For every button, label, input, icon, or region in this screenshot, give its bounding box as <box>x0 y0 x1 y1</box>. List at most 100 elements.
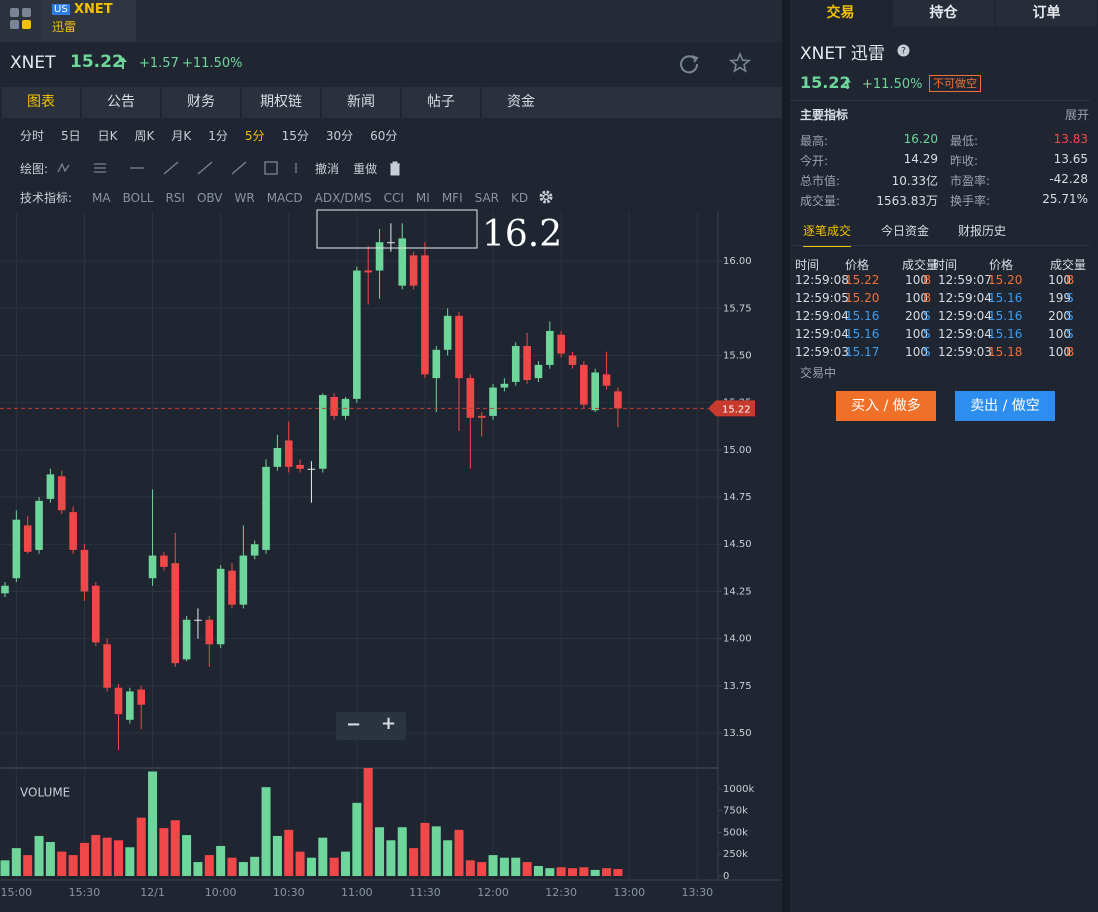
candle-body <box>466 378 475 418</box>
divider <box>790 100 1090 101</box>
indicator[interactable]: CCI <box>383 190 404 205</box>
redo[interactable]: 重做 <box>353 161 378 176</box>
trade-time: 12:59:07 <box>938 273 992 287</box>
svg-text:?: ? <box>901 47 906 57</box>
tab[interactable]: 财务 <box>162 87 240 118</box>
period[interactable]: 月K <box>171 129 192 143</box>
drawing-tools[interactable] <box>54 159 299 177</box>
zoom-in[interactable]: + <box>381 713 397 734</box>
candle-body <box>284 440 293 467</box>
x-tick-label: 10:00 <box>205 886 237 899</box>
candle-body <box>500 383 509 388</box>
candle-body <box>364 270 372 273</box>
sub-tab-line <box>790 245 1090 246</box>
sub-tab[interactable]: 今日资金 <box>881 224 930 238</box>
period[interactable]: 30分 <box>325 129 354 143</box>
menu-glyph <box>10 8 31 29</box>
volume-tick-label: 500k <box>723 827 748 838</box>
annotation-box <box>316 209 478 249</box>
tab[interactable]: 新闻 <box>322 87 400 118</box>
period[interactable]: 日K <box>97 129 118 143</box>
x-tick-label: 11:30 <box>409 886 441 899</box>
volume-bar <box>499 857 509 876</box>
volume-bar <box>329 857 339 876</box>
side-tab[interactable]: 交易 <box>790 0 891 27</box>
trade-time: 12:59:05 <box>795 291 849 305</box>
period[interactable]: 分时 <box>20 129 45 143</box>
candle-body <box>375 242 384 271</box>
trade-price: 15.16 <box>988 309 1023 323</box>
undo[interactable]: 撤消 <box>315 161 340 176</box>
indicator[interactable]: MA <box>92 190 111 205</box>
period[interactable]: 周K <box>134 129 155 143</box>
trash-icon[interactable] <box>387 160 403 176</box>
indicator[interactable]: SAR <box>474 190 499 205</box>
indicator[interactable]: ADX/DMS <box>314 190 372 205</box>
tab[interactable]: 公告 <box>82 87 160 118</box>
metric-value: -42.28 <box>1049 172 1088 186</box>
x-tick-label: 15:30 <box>69 886 101 899</box>
metric-label: 最高: <box>800 134 829 148</box>
indicator[interactable]: OBV <box>196 190 223 205</box>
x-tick-label: 13:00 <box>613 886 645 899</box>
volume-bar <box>522 862 532 876</box>
symbol-tab[interactable]: US XNET 迅雷 <box>42 0 136 42</box>
period[interactable]: 1分 <box>208 129 228 143</box>
period[interactable]: 60分 <box>370 129 398 143</box>
volume-bar <box>341 851 350 876</box>
volume-bar <box>511 857 521 876</box>
volume-bar <box>568 868 577 876</box>
indicator[interactable]: MFI <box>441 190 463 205</box>
side-tab[interactable]: 持仓 <box>893 0 994 27</box>
trade-price: 15.16 <box>988 291 1023 305</box>
period[interactable]: 5日 <box>61 129 81 143</box>
indicator[interactable]: RSI <box>165 190 185 205</box>
tab[interactable]: 资金 <box>482 87 560 118</box>
indicator[interactable]: MI <box>415 190 430 205</box>
candle-body <box>568 355 577 365</box>
candle-body <box>69 512 77 550</box>
candle-body <box>432 349 441 379</box>
sub-tab[interactable]: 财报历史 <box>958 224 1007 238</box>
zoom-out[interactable]: − <box>346 714 362 735</box>
side-tab[interactable]: 订单 <box>996 0 1097 27</box>
buy-button[interactable]: 买入 / 做多 <box>836 391 936 421</box>
trade-time: 12:59:04 <box>938 309 992 323</box>
trade-header: 价格 <box>845 258 870 272</box>
volume-bar <box>295 851 305 876</box>
metric-label: 市盈率: <box>950 174 991 188</box>
sell-button[interactable]: 卖出 / 做空 <box>955 391 1055 421</box>
indicator[interactable]: WR <box>234 190 255 205</box>
expand[interactable]: 展开 <box>1065 108 1090 122</box>
volume-bar <box>182 835 192 876</box>
help-icon[interactable]: ? <box>897 44 910 57</box>
period[interactable]: 15分 <box>281 129 309 143</box>
period[interactable]: 5分 <box>244 129 265 143</box>
volume-bar <box>11 848 21 876</box>
trade-time: 12:59:04 <box>795 309 849 323</box>
star-icon[interactable] <box>729 52 751 74</box>
y-tick-label: 14.50 <box>723 539 752 550</box>
tab[interactable]: 帖子 <box>402 87 480 118</box>
trade-side: S <box>923 345 931 359</box>
indicator[interactable]: KD <box>511 190 529 205</box>
tab[interactable]: 图表 <box>2 87 80 118</box>
candle-body <box>1 585 9 594</box>
change: +1.57 <box>139 56 179 71</box>
indicator[interactable]: BOLL <box>122 190 154 205</box>
candle-body <box>46 474 55 499</box>
trade-side: S <box>923 309 931 323</box>
trade-qty: 100 <box>905 327 928 341</box>
candle-body <box>114 687 123 715</box>
candle-body <box>80 549 89 592</box>
settings-icon[interactable] <box>537 188 555 206</box>
indicator[interactable]: MACD <box>266 190 303 205</box>
refresh-icon[interactable] <box>678 52 700 74</box>
side-title: XNET 迅雷 <box>800 44 885 64</box>
sub-tab[interactable]: 逐笔成交 <box>803 222 852 247</box>
trade-qty: 200 <box>1048 309 1071 323</box>
menu-icon[interactable] <box>0 0 42 42</box>
tab[interactable]: 期权链 <box>242 87 320 118</box>
trade-price: 15.16 <box>845 327 880 341</box>
volume-bar <box>170 820 180 876</box>
